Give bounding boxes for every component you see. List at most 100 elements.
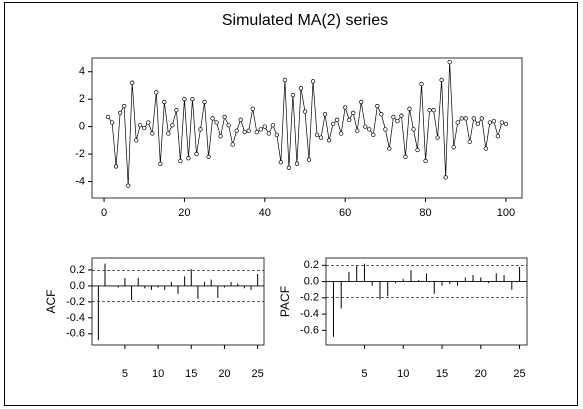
point <box>302 109 308 114</box>
point <box>278 160 284 165</box>
point <box>166 131 171 136</box>
point <box>105 114 111 120</box>
y-tick-label: 0.2 <box>70 264 85 276</box>
point <box>274 132 280 138</box>
point <box>415 147 420 153</box>
point <box>371 132 376 138</box>
y-tick-label: 0 <box>79 121 85 133</box>
point <box>431 108 436 113</box>
point <box>158 161 163 166</box>
point <box>423 158 428 164</box>
point <box>451 145 456 150</box>
y-tick-label: -4 <box>75 175 85 187</box>
point <box>121 103 127 109</box>
point <box>218 134 223 139</box>
point <box>463 116 468 121</box>
point <box>146 120 151 125</box>
y-tick-label: 0.0 <box>70 280 85 292</box>
x-tick-label: 40 <box>259 207 271 219</box>
point <box>447 59 452 65</box>
point <box>150 131 155 136</box>
y-tick-label: -0.2 <box>300 292 319 304</box>
point <box>234 128 239 133</box>
plot-box <box>91 57 523 199</box>
point <box>238 117 243 122</box>
point <box>427 108 432 113</box>
point <box>499 120 505 125</box>
frame <box>4 2 578 406</box>
point <box>306 157 312 162</box>
y-tick-label: -0.4 <box>66 312 85 324</box>
point <box>109 120 115 125</box>
point <box>134 138 139 143</box>
point <box>483 146 488 151</box>
point <box>334 117 340 122</box>
point <box>174 108 179 113</box>
point <box>326 138 332 143</box>
y-tick-label: -2 <box>75 148 85 160</box>
point <box>351 110 356 116</box>
point <box>182 97 187 102</box>
y-tick-label: -0.2 <box>66 296 85 308</box>
point <box>254 129 259 135</box>
point <box>322 112 328 117</box>
point <box>399 113 404 118</box>
point <box>443 175 448 180</box>
point <box>310 79 316 84</box>
point <box>367 127 372 132</box>
point <box>262 124 267 129</box>
point <box>495 134 501 139</box>
point <box>471 116 476 121</box>
x-tick-label: 80 <box>419 207 431 219</box>
point <box>379 112 384 117</box>
point <box>270 123 275 128</box>
point <box>491 118 497 124</box>
point <box>359 99 364 105</box>
y-axis-label: ACF <box>44 290 58 314</box>
x-tick-label: 15 <box>185 368 197 380</box>
x-tick-label: 5 <box>122 368 128 380</box>
point <box>142 125 147 131</box>
y-tick-label: 2 <box>79 93 85 105</box>
x-tick-label: 100 <box>497 207 515 219</box>
point <box>407 106 412 111</box>
point <box>226 123 231 128</box>
point <box>475 121 480 127</box>
point <box>318 135 324 140</box>
point <box>298 86 304 91</box>
point <box>294 161 300 166</box>
point <box>117 110 123 116</box>
point <box>210 116 215 121</box>
point <box>186 156 191 161</box>
point <box>230 142 235 147</box>
y-tick-label: 0.2 <box>304 259 319 271</box>
y-tick-label: -0.4 <box>300 308 319 320</box>
point <box>395 118 400 124</box>
y-tick-label: -0.6 <box>300 324 319 336</box>
point <box>178 158 183 164</box>
plot-box <box>325 257 528 346</box>
series-line <box>107 62 507 186</box>
point <box>113 164 119 169</box>
point <box>455 120 460 125</box>
point <box>126 183 131 188</box>
point <box>290 92 296 98</box>
point <box>282 77 288 83</box>
point <box>487 120 493 125</box>
point <box>347 117 352 122</box>
point <box>242 129 247 135</box>
x-tick-label: 5 <box>361 368 367 380</box>
y-axis-label: PACF <box>278 286 292 317</box>
point <box>375 103 380 109</box>
x-tick-label: 20 <box>178 207 190 219</box>
point <box>198 127 203 132</box>
point <box>214 120 219 125</box>
point <box>411 127 416 132</box>
point <box>190 97 195 102</box>
x-tick-label: 20 <box>218 368 230 380</box>
point <box>403 154 408 159</box>
point <box>435 135 440 140</box>
point <box>330 121 336 127</box>
point <box>246 128 251 133</box>
